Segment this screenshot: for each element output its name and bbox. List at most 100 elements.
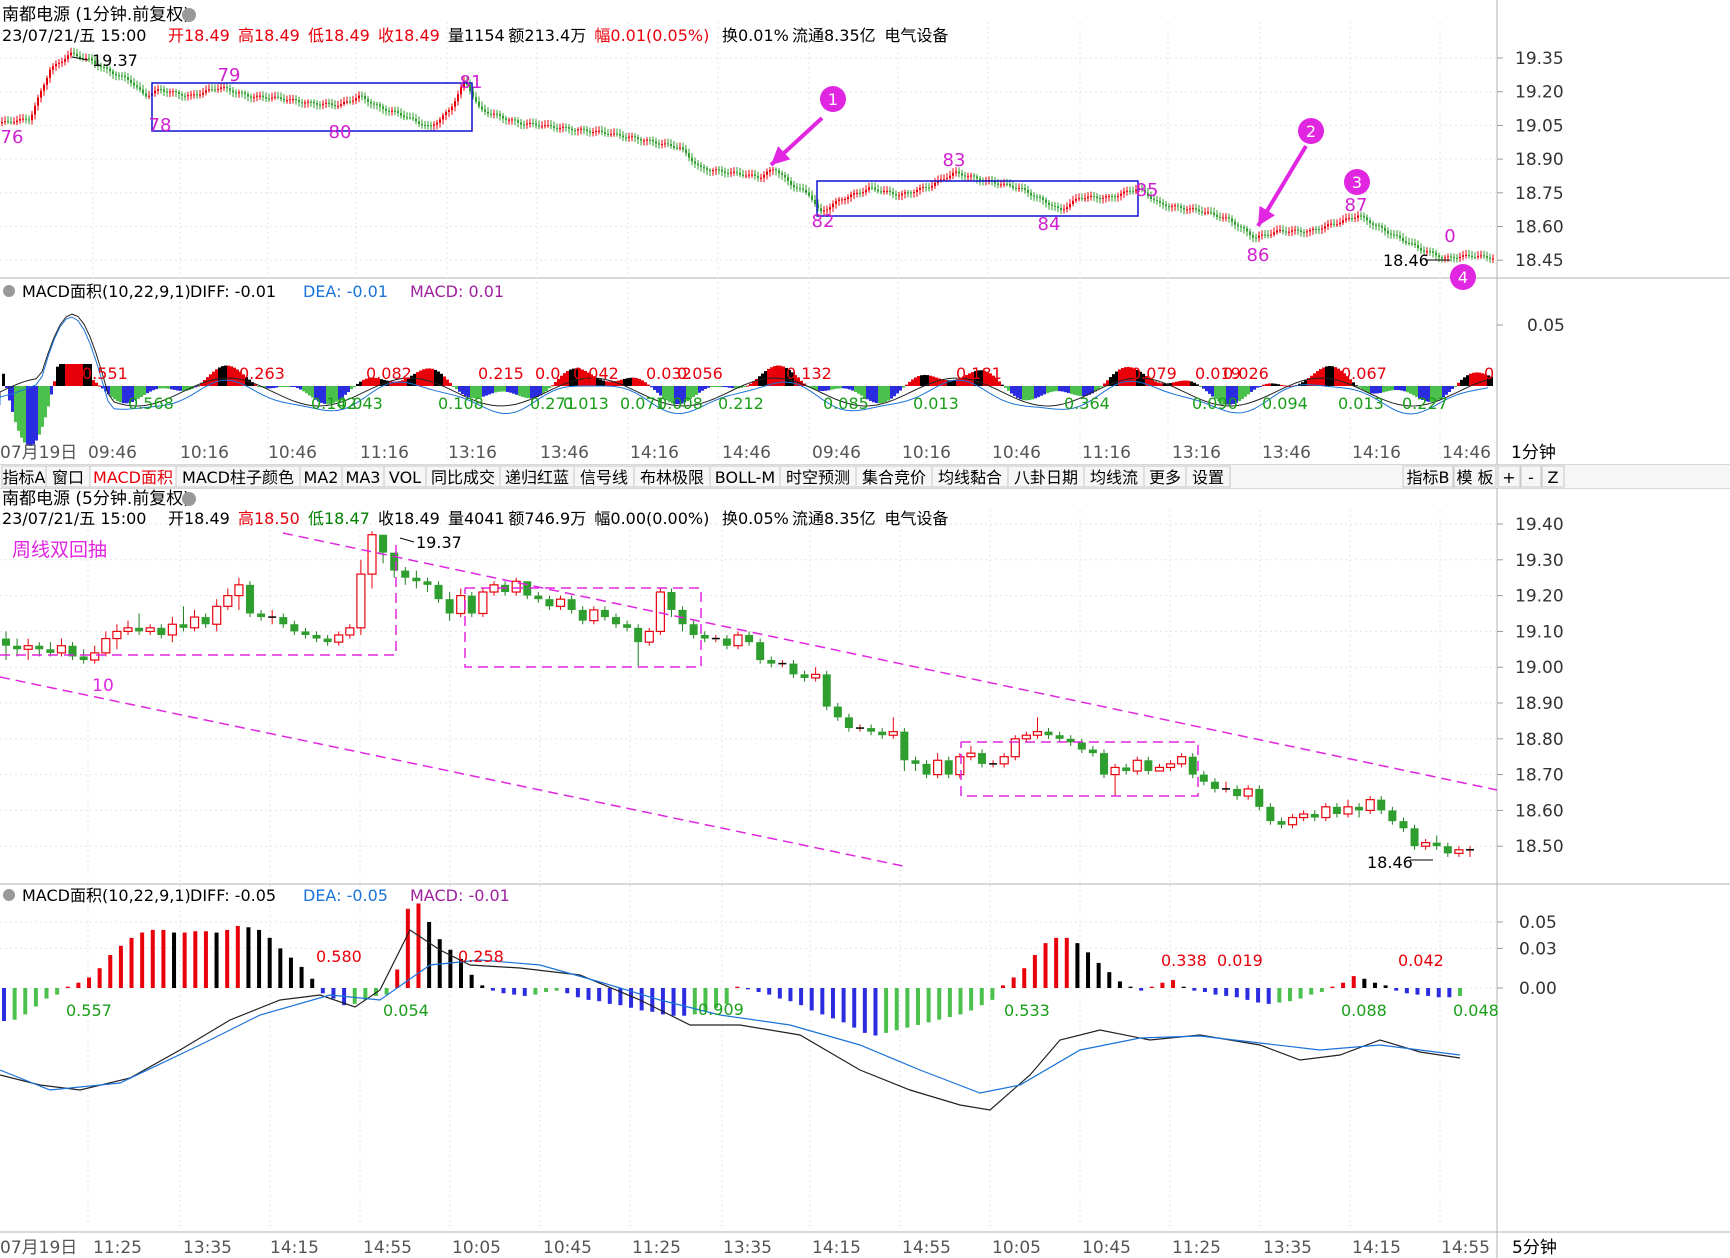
candle: [1345, 218, 1347, 221]
macd-bar: [44, 386, 47, 418]
macd-bar: [326, 386, 329, 405]
tab-1[interactable]: 窗口: [45, 465, 91, 488]
tab-5[interactable]: MA3: [341, 465, 385, 488]
candle-down: [567, 599, 576, 610]
tab-13[interactable]: 集合竞价: [855, 465, 933, 488]
info-field: 换0.05%: [722, 509, 789, 528]
tab-4[interactable]: MA2: [299, 465, 343, 488]
tab-6[interactable]: VOL: [383, 465, 427, 488]
macd-bar: [833, 386, 836, 390]
macd-area-red: 0.026: [1223, 364, 1269, 383]
dropdown-icon[interactable]: [182, 8, 196, 22]
tab-14[interactable]: 均线黏合: [931, 465, 1009, 488]
tab-label[interactable]: 均线流: [1090, 468, 1138, 487]
tab-0[interactable]: 指标A: [1, 465, 47, 488]
tab-3[interactable]: MACD柱子颜色: [175, 465, 301, 488]
collapse-icon[interactable]: [3, 285, 15, 297]
macd-bar: [815, 386, 818, 391]
tab-label[interactable]: VOL: [389, 468, 421, 487]
macd-bar: [23, 988, 28, 1015]
tab-label[interactable]: MA2: [304, 468, 339, 487]
macd-bar: [470, 386, 473, 399]
macd-bar: [929, 375, 932, 386]
tab-label[interactable]: 信号线: [580, 468, 628, 487]
candle: [943, 179, 945, 181]
toolbar-right-button[interactable]: -: [1528, 468, 1534, 487]
tab-18[interactable]: 设置: [1185, 465, 1231, 488]
candle-up: [933, 759, 943, 776]
tab-label[interactable]: 八卦日期: [1014, 468, 1078, 487]
tab-label[interactable]: BOLL-M: [715, 468, 775, 487]
macd-bar: [278, 386, 281, 388]
candle: [427, 125, 429, 127]
toolbar-right-button[interactable]: Z: [1548, 468, 1559, 487]
tab-8[interactable]: 递归红蓝: [499, 465, 575, 488]
tab-label[interactable]: 集合竞价: [862, 468, 926, 487]
macd-bar: [544, 988, 549, 992]
candle-up: [955, 756, 965, 776]
collapse-icon[interactable]: [3, 889, 15, 901]
tab-label[interactable]: 递归红蓝: [505, 468, 569, 487]
candle: [67, 55, 69, 60]
macd-bar: [12, 988, 17, 1020]
tab-label[interactable]: MA3: [346, 468, 381, 487]
macd-bar: [446, 379, 449, 386]
dropdown-icon[interactable]: [182, 492, 196, 506]
macd-bar: [1001, 985, 1006, 988]
tab-label[interactable]: 指标A: [3, 468, 46, 487]
macd-bar: [320, 988, 325, 994]
tab-label[interactable]: MACD柱子颜色: [182, 468, 294, 487]
candle: [154, 90, 156, 94]
macd-bar: [659, 386, 662, 396]
toolbar-right-button[interactable]: 指标B: [1407, 468, 1450, 487]
candle-down: [1100, 753, 1108, 775]
macd-bar: [392, 381, 395, 386]
tab-2[interactable]: MACD面积: [89, 465, 177, 488]
macd-bar: [1097, 386, 1100, 390]
macd-bar: [1426, 988, 1431, 996]
macd-bar: [920, 375, 923, 386]
tab-label[interactable]: 同比成交: [431, 468, 495, 487]
macd-bar: [1094, 386, 1097, 392]
tab-label[interactable]: 设置: [1192, 468, 1224, 487]
candle: [829, 207, 831, 210]
tab-16[interactable]: 均线流: [1083, 465, 1145, 488]
tab-label[interactable]: MACD面积: [93, 468, 173, 487]
macd-bar: [97, 968, 102, 988]
tab-17[interactable]: 更多: [1143, 465, 1187, 488]
macd-bar: [1250, 386, 1253, 392]
candle-down: [1310, 813, 1319, 818]
macd-bar: [113, 386, 116, 400]
macd-bar: [788, 988, 793, 1002]
tab-10[interactable]: 布林极限: [633, 465, 711, 488]
candle: [145, 93, 147, 97]
tab-9[interactable]: 信号线: [573, 465, 635, 488]
tab-15[interactable]: 八卦日期: [1007, 465, 1085, 488]
candle: [658, 143, 660, 145]
tab-label[interactable]: 更多: [1149, 468, 1181, 487]
tab-7[interactable]: 同比成交: [425, 465, 501, 488]
candle-down: [467, 595, 476, 614]
toolbar-right-button[interactable]: 模 板: [1456, 468, 1493, 487]
tab-label[interactable]: 窗口: [52, 468, 84, 487]
tab-label[interactable]: 时空预测: [786, 468, 850, 487]
macd-bar: [563, 373, 566, 386]
toolbar-right-button[interactable]: +: [1502, 468, 1515, 487]
candle: [757, 175, 759, 178]
macd-bar: [329, 386, 332, 404]
candle: [289, 99, 291, 101]
macd-bar: [812, 386, 815, 390]
macd-bar: [1409, 386, 1412, 394]
candle: [292, 99, 294, 101]
macd-bar: [170, 386, 173, 390]
tab-11[interactable]: BOLL-M: [709, 465, 781, 488]
tab-label[interactable]: 布林极限: [640, 468, 704, 487]
tab-label[interactable]: 均线黏合: [938, 468, 1002, 487]
diff-line: [0, 313, 1489, 407]
candle: [1096, 196, 1098, 199]
macd-bar: [425, 368, 428, 386]
macd-bar: [350, 386, 353, 390]
tab-12[interactable]: 时空预测: [779, 465, 857, 488]
candle: [571, 128, 573, 131]
candle: [724, 171, 726, 174]
